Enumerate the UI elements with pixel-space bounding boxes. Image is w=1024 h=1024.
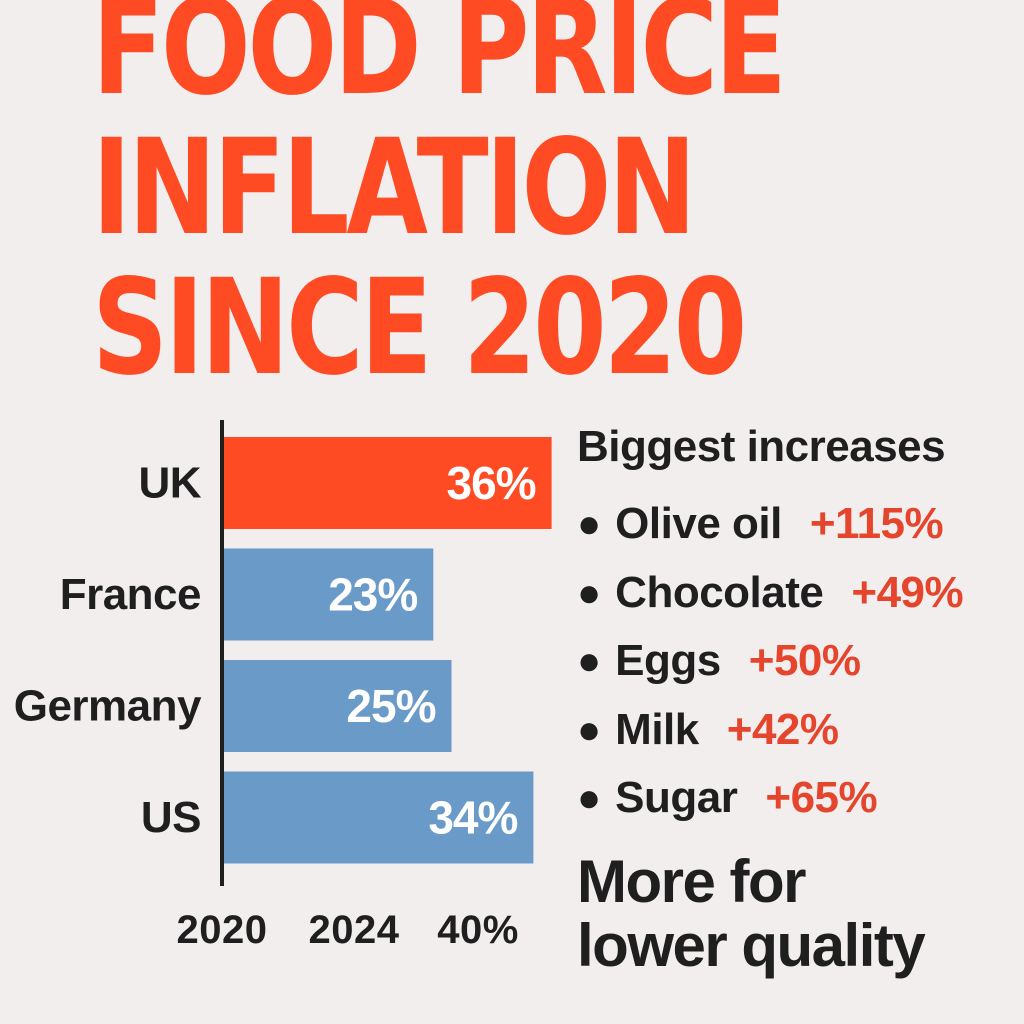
- list-item: ● Milk +42%: [577, 696, 963, 765]
- item-name: Olive oil: [615, 499, 782, 549]
- item-name: Eggs: [615, 636, 721, 686]
- item-name: Chocolate: [615, 567, 824, 617]
- item-value: +50%: [748, 636, 861, 686]
- list-item: ● Eggs +50%: [577, 627, 963, 696]
- value-label: 25%: [346, 680, 435, 732]
- value-label: 36%: [447, 457, 536, 509]
- biggest-increases-heading: Biggest increases: [577, 422, 946, 471]
- item-name: Milk: [615, 704, 699, 754]
- value-label: 34%: [428, 792, 517, 844]
- bar-germany: [224, 660, 452, 752]
- list-item: ● Olive oil +115%: [577, 490, 963, 559]
- item-value: +49%: [851, 567, 964, 617]
- title-line-3: SINCE 2020: [92, 251, 747, 405]
- list-item: ● Sugar +65%: [577, 764, 963, 833]
- category-label: France: [60, 570, 201, 619]
- list-item: ● Chocolate +49%: [577, 559, 964, 628]
- category-label: Germany: [14, 682, 202, 731]
- bullet-icon: ●: [577, 639, 602, 684]
- category-label: US: [141, 793, 201, 842]
- tagline: More for lower quality: [577, 848, 926, 979]
- item-value: +115%: [809, 499, 944, 549]
- bullet-icon: ●: [577, 502, 602, 547]
- bar-france: [224, 548, 434, 641]
- category-label: UK: [138, 459, 201, 508]
- bullet-icon: ●: [577, 570, 602, 615]
- item-name: Sugar: [615, 773, 738, 823]
- bullet-icon: ●: [577, 707, 602, 752]
- value-label: 23%: [328, 569, 417, 621]
- increase-list: ● Olive oil +115% ● Chocolate +49% ● Egg…: [577, 490, 964, 833]
- bar-us: [224, 771, 534, 864]
- item-value: +42%: [726, 704, 839, 754]
- item-value: +65%: [765, 773, 878, 823]
- title-line-1: FOOD PRICE: [92, 0, 787, 125]
- x-tick-label: 2020: [177, 908, 268, 952]
- x-tick-label: 40%: [437, 908, 519, 952]
- title-line-2: INFLATION: [92, 111, 696, 265]
- tagline-line-1: More for: [577, 848, 807, 915]
- tagline-line-2: lower quality: [577, 912, 926, 979]
- bar-uk: [224, 437, 552, 529]
- x-tick-label: 2024: [309, 908, 400, 952]
- bullet-icon: ●: [577, 776, 602, 821]
